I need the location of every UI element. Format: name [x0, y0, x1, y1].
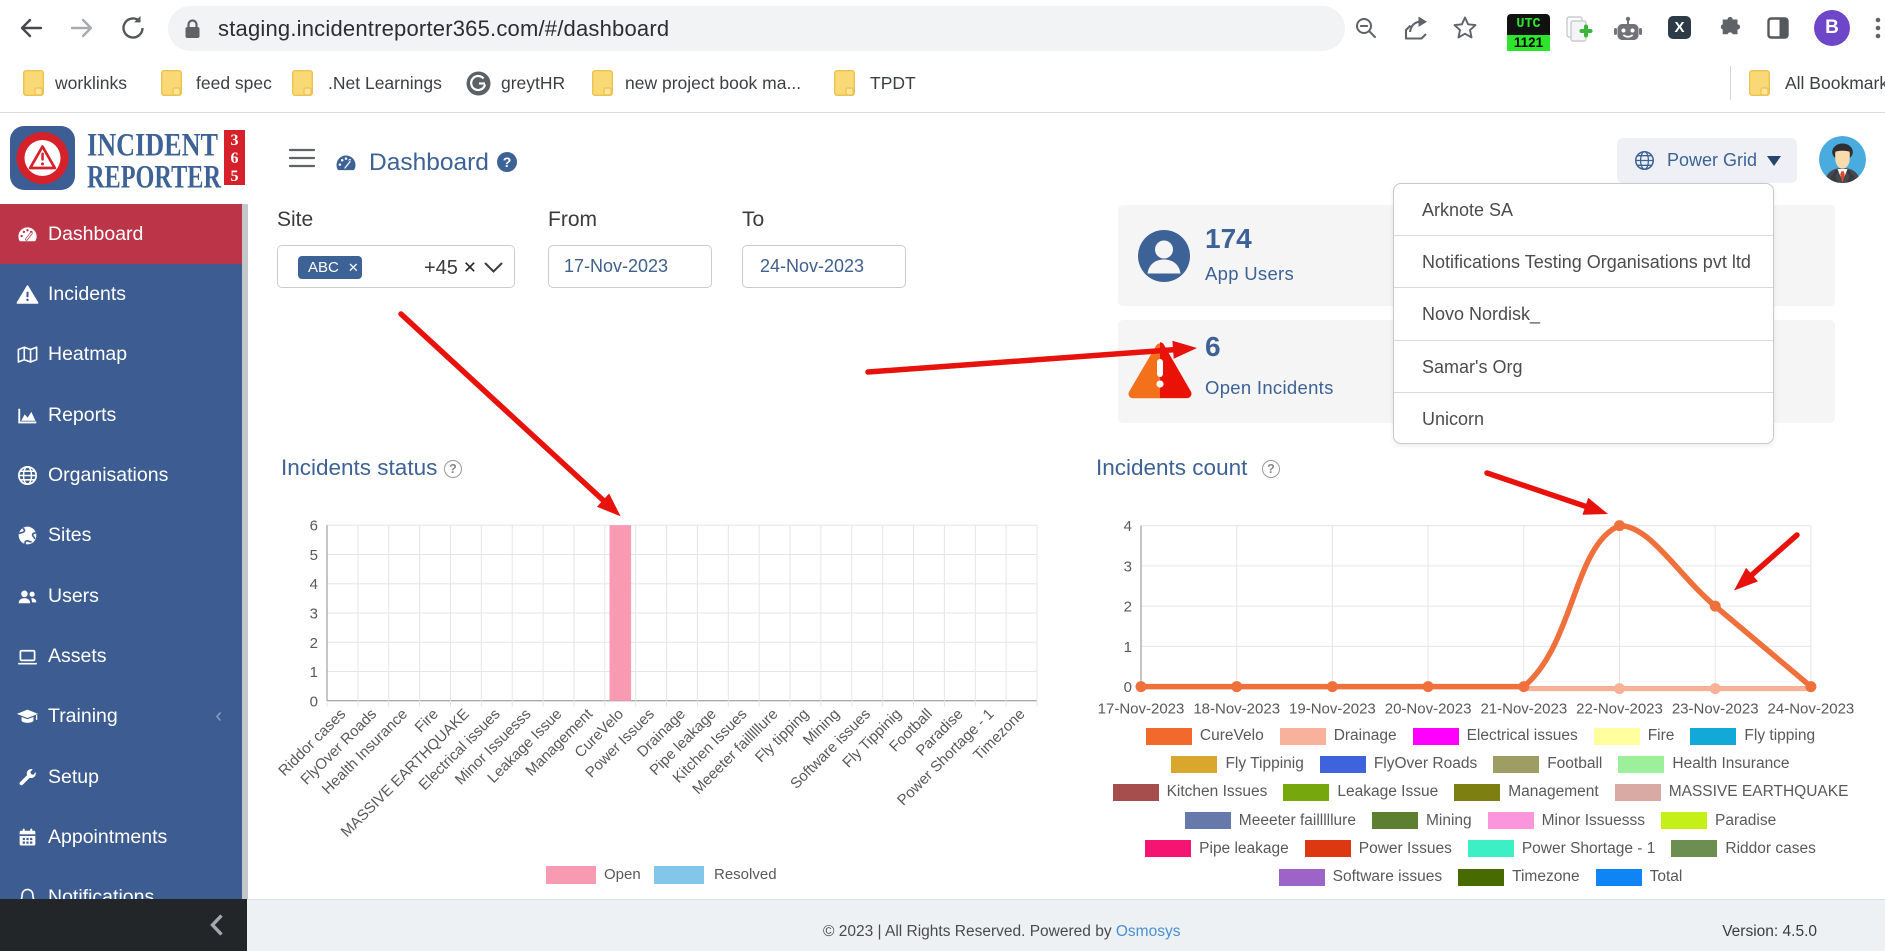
svg-text:17-Nov-2023: 17-Nov-2023	[1098, 701, 1185, 718]
svg-text:4: 4	[1124, 518, 1132, 535]
svg-text:1: 1	[1124, 639, 1132, 656]
svg-text:24-Nov-2023: 24-Nov-2023	[1768, 701, 1855, 718]
svg-text:3: 3	[310, 606, 318, 623]
svg-text:3: 3	[1124, 558, 1132, 575]
svg-text:19-Nov-2023: 19-Nov-2023	[1289, 701, 1376, 718]
svg-text:4: 4	[310, 576, 318, 593]
svg-text:2: 2	[1124, 599, 1132, 616]
svg-text:21-Nov-2023: 21-Nov-2023	[1480, 701, 1567, 718]
svg-text:0: 0	[310, 693, 318, 710]
svg-text:20-Nov-2023: 20-Nov-2023	[1385, 701, 1472, 718]
svg-text:22-Nov-2023: 22-Nov-2023	[1576, 701, 1663, 718]
svg-text:0: 0	[1124, 679, 1132, 696]
svg-text:2: 2	[310, 635, 318, 652]
svg-text:1: 1	[310, 664, 318, 681]
svg-text:6: 6	[310, 518, 318, 535]
svg-text:18-Nov-2023: 18-Nov-2023	[1193, 701, 1280, 718]
svg-text:23-Nov-2023: 23-Nov-2023	[1672, 701, 1759, 718]
svg-text:5: 5	[310, 547, 318, 564]
